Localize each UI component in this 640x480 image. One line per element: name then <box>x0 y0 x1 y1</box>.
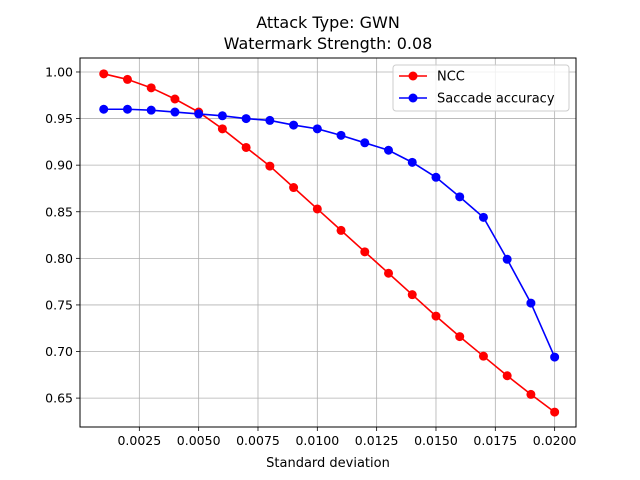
data-point <box>241 142 251 152</box>
data-point <box>265 161 275 171</box>
data-point <box>455 332 465 342</box>
data-point <box>289 120 299 130</box>
data-point <box>194 109 204 119</box>
legend-ncc-label: NCC <box>437 70 465 85</box>
data-point <box>122 104 132 114</box>
data-point <box>478 212 488 222</box>
x-tick-label: 0.0100 <box>295 433 339 448</box>
x-tick-label: 0.0200 <box>533 433 577 448</box>
y-tick-label: 0.90 <box>45 158 73 173</box>
data-point <box>550 407 560 417</box>
chart-title: Attack Type: GWN <box>256 13 400 32</box>
data-point <box>336 225 346 235</box>
x-tick-label: 0.0025 <box>117 433 161 448</box>
x-tick-label: 0.0075 <box>236 433 280 448</box>
data-point <box>360 247 370 257</box>
y-axis: 0.65 0.70 0.75 0.80 0.85 0.90 0.95 1.00 <box>45 64 80 406</box>
series-0 <box>99 69 560 417</box>
y-tick-label: 1.00 <box>45 64 73 79</box>
legend-saccade-marker <box>408 93 418 103</box>
data-point <box>265 115 275 125</box>
data-point <box>502 371 512 381</box>
data-point <box>384 268 394 278</box>
data-point <box>146 105 156 115</box>
legend: NCC Saccade accuracy <box>392 64 570 112</box>
legend-saccade-label: Saccade accuracy <box>437 92 555 107</box>
data-point <box>217 124 227 134</box>
data-point <box>170 94 180 104</box>
data-point <box>407 157 417 167</box>
data-point <box>99 69 109 79</box>
data-point <box>550 352 560 362</box>
data-point <box>146 83 156 93</box>
data-point <box>170 107 180 117</box>
data-point <box>99 104 109 114</box>
data-point <box>431 172 441 182</box>
data-point <box>122 74 132 84</box>
x-tick-label: 0.0175 <box>473 433 517 448</box>
data-point <box>217 111 227 121</box>
y-tick-label: 0.95 <box>45 111 73 126</box>
y-tick-label: 0.70 <box>45 344 73 359</box>
legend-box <box>392 64 570 112</box>
data-point <box>502 254 512 264</box>
x-axis-label: Standard deviation <box>266 456 390 471</box>
y-tick-label: 0.65 <box>45 391 73 406</box>
data-point <box>312 204 322 214</box>
plot-frame <box>79 57 577 428</box>
data-point <box>312 124 322 134</box>
data-point <box>431 311 441 321</box>
data-point <box>360 138 370 148</box>
data-point <box>241 114 251 124</box>
legend-ncc-marker <box>408 71 418 81</box>
data-point <box>526 389 536 399</box>
series-line <box>103 73 556 413</box>
x-tick-label: 0.0125 <box>355 433 399 448</box>
data-point <box>336 130 346 140</box>
x-tick-label: 0.0050 <box>177 433 221 448</box>
x-tick-label: 0.0150 <box>414 433 458 448</box>
y-tick-label: 0.85 <box>45 204 73 219</box>
series-1 <box>99 104 560 362</box>
y-tick-label: 0.80 <box>45 251 73 266</box>
data-point <box>526 298 536 308</box>
x-axis: 0.0025 0.0050 0.0075 0.0100 0.0125 0.0150 0.01… <box>117 427 577 448</box>
data-point <box>455 192 465 202</box>
chart-subtitle: Watermark Strength: 0.08 <box>224 34 433 53</box>
series-layer <box>99 69 560 417</box>
data-point <box>478 351 488 361</box>
data-point <box>289 183 299 193</box>
data-point <box>407 290 417 300</box>
y-tick-label: 0.75 <box>45 297 73 312</box>
data-point <box>384 145 394 155</box>
